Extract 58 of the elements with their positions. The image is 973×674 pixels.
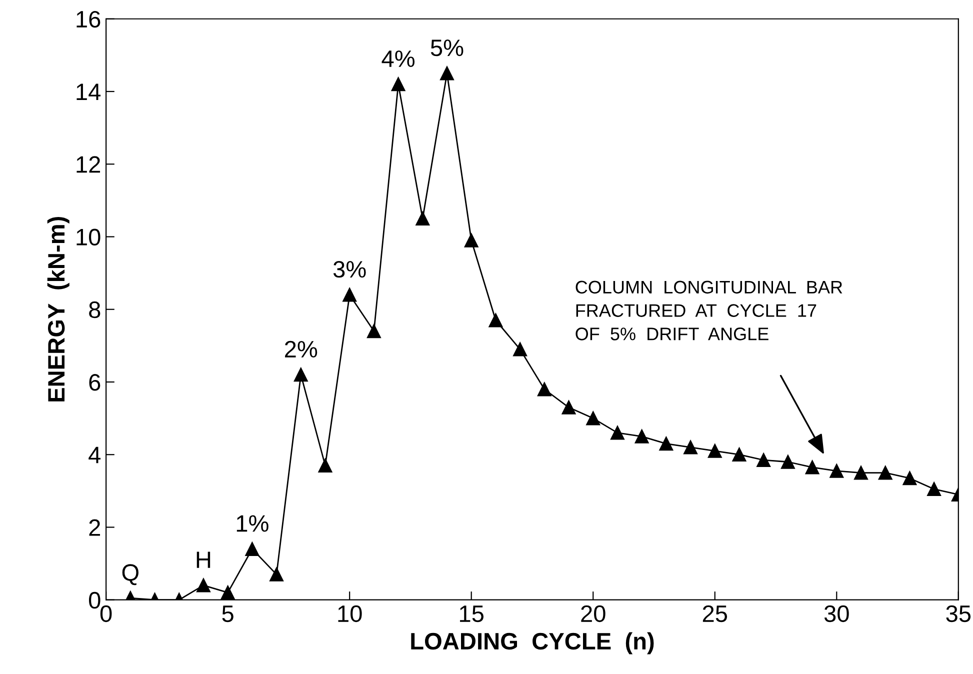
point	[659, 436, 674, 451]
point	[342, 288, 357, 302]
point	[294, 368, 308, 382]
x-tick-label: 25	[702, 605, 728, 622]
point	[464, 233, 478, 248]
y-tick-label: 0	[88, 592, 100, 609]
y-axis-title: ENERGY (kN-m)	[47, 216, 70, 402]
point	[902, 471, 917, 486]
point	[488, 313, 503, 328]
y-tick-label: 4	[88, 446, 101, 464]
point	[220, 586, 235, 600]
point	[780, 454, 795, 469]
annotation: H	[196, 552, 210, 568]
annotation: 2%	[285, 340, 318, 358]
point	[196, 578, 210, 592]
point	[684, 440, 698, 454]
point	[927, 482, 941, 496]
point	[245, 542, 260, 556]
y-tick-label: 16	[76, 10, 100, 28]
point	[416, 212, 430, 226]
y-tick-label: 12	[76, 156, 100, 173]
annotation: 1%	[236, 515, 268, 532]
x-tick-label: 10	[338, 605, 362, 622]
x-tick-label: 20	[581, 605, 606, 622]
x-tick-label: 5	[222, 606, 234, 622]
annotation: COLUMN LONGITUDINAL BAR FRACTURED AT CYCLE 17 OF 5% DRIFT ANGLE	[576, 280, 842, 340]
point	[318, 458, 332, 472]
point	[562, 400, 576, 414]
point	[586, 411, 600, 426]
point	[756, 453, 771, 468]
y-tick-label: 10	[76, 228, 100, 246]
y-tick-label: 8	[89, 301, 100, 318]
point	[830, 464, 844, 478]
x-axis-title: LOADING CYCLE (n)	[411, 632, 654, 654]
annotation: 4%	[382, 50, 415, 67]
x-tick-label: 30	[824, 605, 849, 622]
y-tick-label: 2	[89, 519, 100, 536]
x-tick-label: 0	[100, 605, 112, 622]
point	[708, 444, 722, 458]
point	[732, 448, 746, 462]
point	[513, 342, 527, 356]
annotation: 5%	[430, 40, 464, 56]
y-tick-label: 14	[76, 84, 101, 100]
point	[878, 466, 892, 480]
point	[805, 460, 820, 474]
point	[634, 430, 649, 444]
point	[366, 324, 381, 338]
point	[270, 567, 284, 582]
point	[537, 382, 552, 396]
annotation: Q	[122, 564, 138, 586]
point	[391, 77, 406, 92]
point	[610, 426, 624, 440]
point	[440, 66, 454, 80]
annotation: 3%	[333, 260, 366, 278]
y-tick-label: 6	[89, 374, 100, 391]
x-tick-label: 35	[946, 605, 971, 622]
point	[854, 466, 868, 480]
x-tick-label: 15	[460, 606, 484, 622]
